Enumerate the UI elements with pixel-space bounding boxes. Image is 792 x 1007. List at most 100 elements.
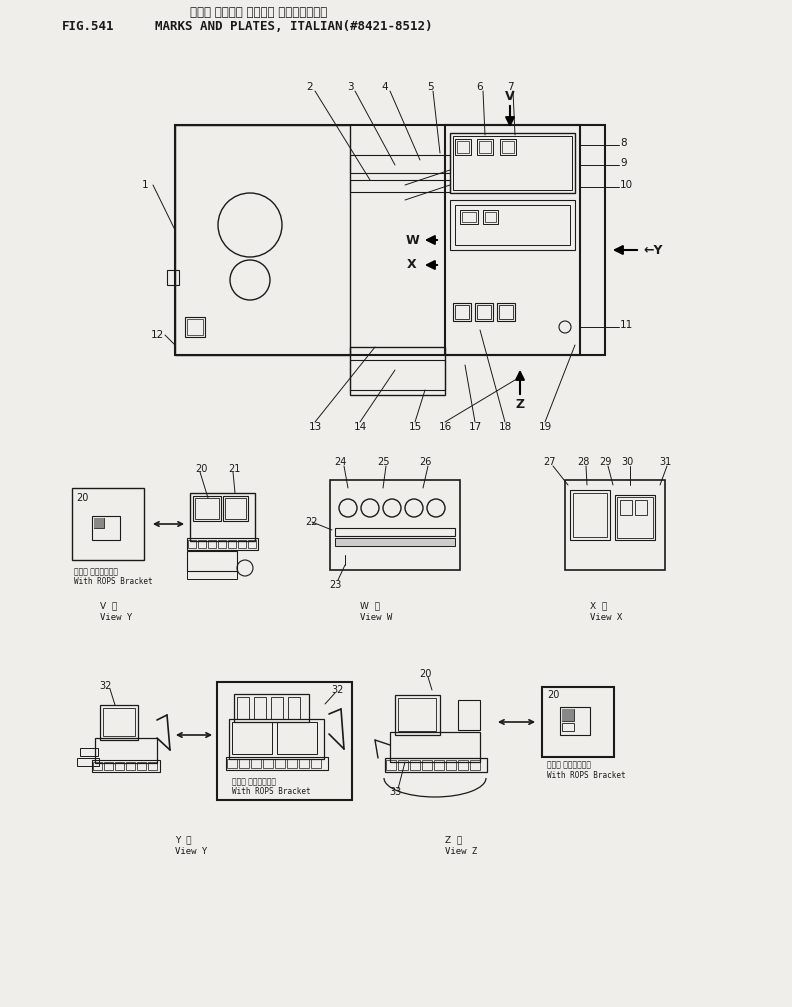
Bar [198,540,206,548]
Bar [208,540,216,548]
Bar [542,687,614,757]
Bar [77,758,99,766]
Bar [330,480,460,570]
Text: 18: 18 [498,422,512,432]
Text: 33: 33 [389,787,401,797]
Bar [126,762,135,770]
Text: マーク オヨビテ プレート （イタリアゴ）: マーク オヨビテ プレート （イタリアゴ） [190,5,327,18]
Bar [460,210,478,224]
Bar [287,759,297,768]
Bar [458,760,468,770]
Text: 10: 10 [620,180,633,190]
Text: Y  横: Y 横 [175,836,192,845]
Bar [187,319,203,335]
Bar [483,210,498,224]
Bar [187,538,258,550]
Text: 21: 21 [228,464,241,474]
Bar [167,270,179,285]
Text: 26: 26 [419,457,431,467]
Text: 20: 20 [419,669,431,679]
Bar [395,695,440,735]
Text: 16: 16 [439,422,451,432]
Bar [462,212,476,222]
Bar [477,139,493,155]
Text: 15: 15 [409,422,421,432]
Bar [560,707,590,735]
Bar [190,493,255,541]
Bar [251,759,261,768]
Bar [92,516,120,540]
Bar [497,303,515,321]
Text: View W: View W [360,613,392,622]
Bar [185,317,205,337]
Bar [485,212,496,222]
Bar [620,500,632,515]
Text: View Y: View Y [100,613,132,622]
Text: With ROPS Bracket: With ROPS Bracket [547,770,626,779]
Bar [104,762,113,770]
Bar [228,540,236,548]
Text: W: W [406,234,419,247]
Bar [239,759,249,768]
Bar [237,697,249,719]
Text: 4: 4 [382,82,388,92]
Text: 17: 17 [468,422,482,432]
Bar [562,709,574,721]
Text: 20: 20 [76,493,89,504]
Text: View Y: View Y [175,848,208,857]
Bar [229,719,324,759]
Bar [100,705,138,740]
Text: ロプス ブラケット付: ロプス ブラケット付 [74,568,118,576]
Bar [217,682,352,800]
Bar [453,303,471,321]
Bar [450,133,575,193]
Bar [80,748,98,756]
Bar [277,722,317,754]
Bar [615,495,655,540]
Bar [271,697,283,719]
Bar [470,760,480,770]
Bar [137,762,146,770]
Text: 8: 8 [620,138,626,148]
Text: 12: 12 [150,330,164,340]
Text: 6: 6 [477,82,483,92]
Bar [617,497,653,538]
Text: 22: 22 [305,517,318,527]
Text: 7: 7 [507,82,513,92]
Text: 32: 32 [99,681,111,691]
Bar [234,694,309,722]
Bar [350,359,445,390]
Text: 28: 28 [577,457,589,467]
Bar [95,738,157,763]
Bar [390,732,480,762]
Text: X: X [407,259,417,272]
Text: Z: Z [516,398,524,411]
Bar [187,551,237,571]
Bar [573,493,607,537]
Bar [455,139,471,155]
Bar [475,303,493,321]
Text: MARKS AND PLATES, ITALIAN(#8421-8512): MARKS AND PLATES, ITALIAN(#8421-8512) [155,20,432,33]
Bar [335,538,455,546]
Bar [477,305,491,319]
Text: View Z: View Z [445,848,478,857]
Bar [445,125,580,355]
Bar [195,498,219,519]
Bar [502,141,514,153]
Text: V: V [505,91,515,104]
Bar [238,540,246,548]
Bar [218,540,226,548]
Bar [500,139,516,155]
Text: Z  横: Z 横 [445,836,463,845]
Bar [410,760,420,770]
Bar [565,480,665,570]
Text: 20: 20 [547,690,559,700]
Text: 27: 27 [544,457,556,467]
Text: 24: 24 [333,457,346,467]
Text: 11: 11 [620,320,634,330]
Bar [115,762,124,770]
Bar [227,759,237,768]
Text: 3: 3 [347,82,353,92]
Bar [350,155,450,173]
Bar [263,759,273,768]
